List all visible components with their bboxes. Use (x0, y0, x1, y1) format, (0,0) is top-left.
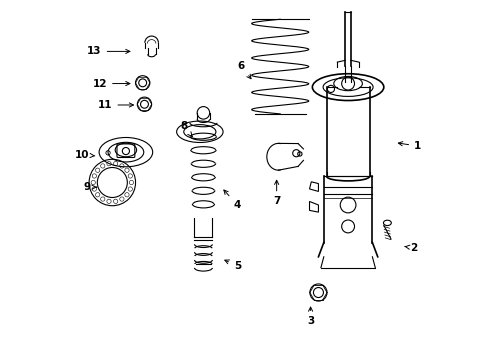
Text: 10: 10 (75, 150, 95, 160)
Text: 7: 7 (272, 180, 280, 206)
Text: 2: 2 (404, 243, 417, 253)
Text: 8: 8 (180, 121, 192, 136)
Text: 6: 6 (237, 61, 250, 79)
Text: 12: 12 (92, 78, 130, 89)
Text: 13: 13 (87, 46, 130, 57)
Text: 11: 11 (98, 100, 133, 110)
Text: 3: 3 (306, 307, 314, 326)
Text: 5: 5 (224, 260, 241, 271)
Text: 4: 4 (224, 190, 241, 210)
Text: 1: 1 (398, 141, 421, 151)
Text: 9: 9 (83, 182, 96, 192)
